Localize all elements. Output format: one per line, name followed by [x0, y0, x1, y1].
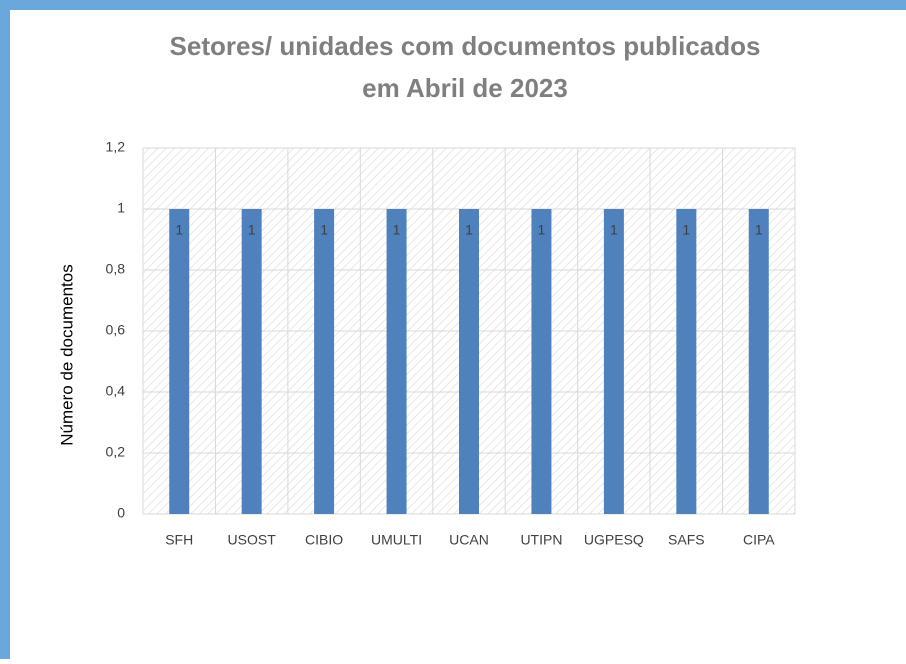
- y-tick-label: 0,4: [106, 383, 126, 399]
- data-label: 1: [682, 222, 690, 238]
- chart-title: Setores/ unidades com documentos publica…: [170, 31, 761, 61]
- y-tick-label: 0,8: [106, 261, 126, 277]
- bar: [748, 209, 769, 514]
- bar: [241, 209, 262, 514]
- y-tick-label: 0,6: [106, 322, 126, 338]
- data-label: 1: [175, 222, 183, 238]
- bar: [169, 209, 190, 514]
- data-label: 1: [465, 222, 473, 238]
- x-tick-label: UMULTI: [371, 532, 422, 548]
- x-tick-label: UTIPN: [520, 532, 562, 548]
- data-label: 1: [538, 222, 546, 238]
- bar: [676, 209, 697, 514]
- data-label: 1: [393, 222, 401, 238]
- y-axis-label: Número de documentos: [57, 264, 76, 445]
- x-tick-label: SAFS: [668, 532, 705, 548]
- y-tick-label: 0: [117, 505, 125, 521]
- data-label: 1: [755, 222, 763, 238]
- bar: [459, 209, 479, 514]
- data-label: 1: [248, 222, 256, 238]
- x-tick-label: CIBIO: [305, 532, 343, 548]
- y-tick-label: 1: [117, 200, 125, 216]
- x-tick-label: SFH: [165, 532, 193, 548]
- chart-subtitle: em Abril de 2023: [362, 73, 568, 103]
- y-tick-label: 0,2: [106, 444, 126, 460]
- data-label: 1: [610, 222, 618, 238]
- bar: [531, 209, 552, 514]
- x-tick-label: UGPESQ: [584, 532, 644, 548]
- data-label: 1: [320, 222, 328, 238]
- bar: [386, 209, 407, 514]
- x-tick-label: USOST: [228, 532, 277, 548]
- x-tick-label: UCAN: [449, 532, 489, 548]
- bar: [603, 209, 624, 514]
- bar: [314, 209, 335, 514]
- top-border: [0, 0, 906, 10]
- y-tick-label: 1,2: [106, 139, 126, 155]
- x-tick-label: CIPA: [743, 532, 775, 548]
- left-border: [0, 0, 10, 659]
